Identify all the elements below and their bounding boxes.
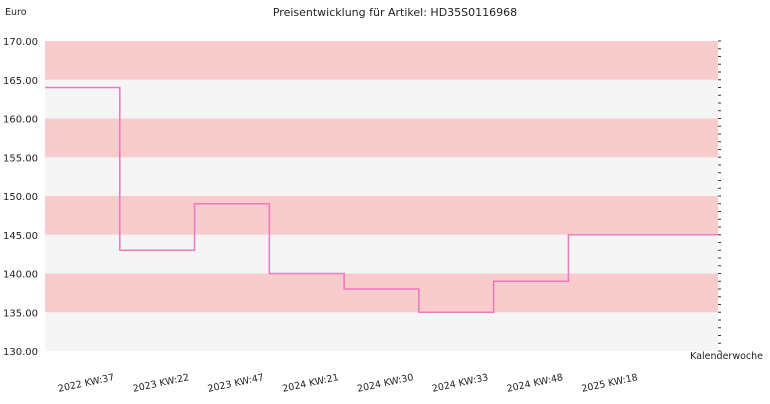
background-bands <box>45 41 718 351</box>
x-tick-label: 2024 KW:33 <box>431 372 489 395</box>
x-tick-label: 2024 KW:30 <box>356 372 414 395</box>
band <box>45 273 718 313</box>
y-tick-label: 160.00 <box>3 115 38 126</box>
x-tick-label: 2025 KW:18 <box>581 372 639 395</box>
x-tick-label: 2023 KW:22 <box>132 372 190 395</box>
band <box>45 157 718 196</box>
right-axis-ticks <box>718 40 721 352</box>
series-layer <box>45 86 718 314</box>
chart-title: Preisentwicklung für Artikel: HD35S01169… <box>273 6 517 19</box>
y-tick-label: 165.00 <box>3 76 38 87</box>
y-axis-tick-labels: 130.00 135.00 140.00 145.00 150.00 155.00 160.… <box>3 37 38 358</box>
y-tick-label: 135.00 <box>3 308 38 319</box>
y-tick-label: 155.00 <box>3 153 38 164</box>
y-tick-label: 145.00 <box>3 231 38 242</box>
y-tick-label: 150.00 <box>3 192 38 203</box>
band <box>45 79 718 119</box>
y-tick-label: 170.00 <box>3 37 38 48</box>
x-axis-label: Kalenderwoche <box>690 351 763 362</box>
x-tick-label: 2024 KW:48 <box>506 372 564 395</box>
x-axis-tick-labels: 2022 KW:37 2023 KW:22 2023 KW:47 2024 KW:21… <box>57 372 639 395</box>
band <box>45 118 718 158</box>
y-tick-label: 140.00 <box>3 270 38 281</box>
band <box>45 196 718 235</box>
band <box>45 41 718 80</box>
price-step-line <box>45 86 718 314</box>
y-axis-label: Euro <box>5 7 27 18</box>
x-tick-label: 2023 KW:47 <box>207 372 265 395</box>
y-tick-label: 130.00 <box>3 347 38 358</box>
x-tick-label: 2024 KW:21 <box>281 372 339 395</box>
band <box>45 312 718 351</box>
band <box>45 234 718 274</box>
x-tick-label: 2022 KW:37 <box>57 372 115 395</box>
